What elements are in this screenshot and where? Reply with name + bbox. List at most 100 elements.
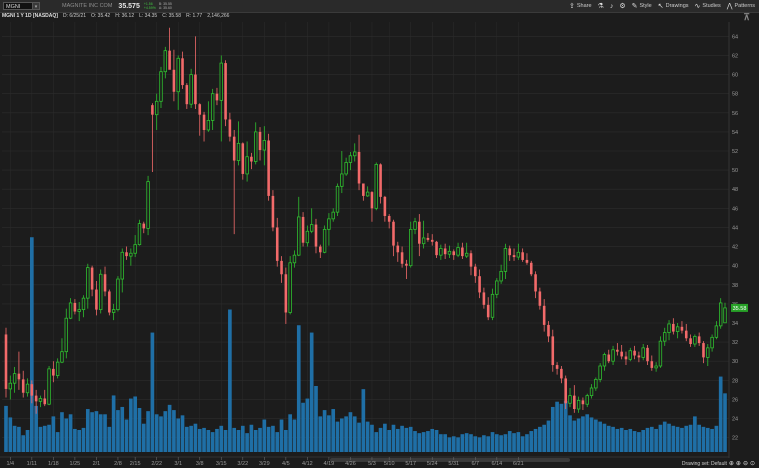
bar-high: H: 36.12 bbox=[115, 13, 135, 19]
x-tick-label: 6/21 bbox=[513, 461, 524, 467]
volume-bar bbox=[172, 410, 176, 452]
volume-bar bbox=[107, 426, 112, 452]
y-tick-label: 44 bbox=[732, 225, 738, 231]
candle bbox=[77, 301, 81, 322]
volume-bar bbox=[21, 435, 26, 452]
candle-body bbox=[129, 252, 133, 257]
candle-body bbox=[12, 373, 17, 384]
horizontal-scrollbar[interactable] bbox=[330, 458, 570, 462]
candle bbox=[172, 49, 176, 102]
share-button[interactable]: ⇪ Share bbox=[569, 2, 592, 10]
volume-bar bbox=[245, 433, 249, 452]
candle bbox=[309, 208, 314, 234]
volume-bar bbox=[305, 398, 310, 452]
candle bbox=[667, 320, 671, 341]
candle-body bbox=[624, 356, 628, 360]
volume-bar bbox=[163, 411, 168, 452]
style-button[interactable]: ✎ Style bbox=[632, 2, 652, 10]
candle-body bbox=[288, 262, 292, 313]
volume-bar bbox=[228, 309, 232, 452]
studies-button[interactable]: ∿ Studies bbox=[695, 2, 721, 10]
volume-bar bbox=[133, 396, 137, 452]
volume-bar bbox=[253, 430, 258, 452]
candle-body bbox=[25, 383, 30, 394]
candle-body bbox=[525, 259, 529, 263]
candle bbox=[297, 196, 301, 257]
volume-bar bbox=[512, 433, 516, 452]
candle bbox=[495, 278, 499, 299]
settings-button[interactable]: ⚙ bbox=[619, 2, 625, 10]
volume-bar bbox=[460, 434, 465, 452]
candle bbox=[340, 151, 344, 194]
x-tick-label: 4/12 bbox=[302, 461, 313, 467]
candle-body bbox=[4, 334, 8, 389]
volume-bar bbox=[654, 428, 658, 452]
candle-body bbox=[142, 223, 146, 229]
candle-body bbox=[430, 239, 434, 242]
candle-body bbox=[236, 142, 241, 161]
volume-bar bbox=[482, 435, 486, 452]
candle bbox=[697, 332, 701, 346]
candle-body bbox=[81, 297, 86, 311]
candle-body bbox=[693, 335, 697, 345]
candle bbox=[250, 152, 253, 170]
volume-bar bbox=[271, 425, 275, 452]
volume-bar bbox=[404, 427, 409, 452]
candle bbox=[176, 55, 180, 110]
zoom-in-icon[interactable]: ⊕ bbox=[735, 461, 741, 467]
candle bbox=[641, 344, 645, 361]
symbol-dropdown-icon[interactable]: ▾ bbox=[33, 2, 40, 10]
volume-bar bbox=[314, 386, 318, 452]
symbol-input[interactable]: MGNI bbox=[3, 2, 33, 10]
candle bbox=[292, 250, 297, 268]
zoom-reset-icon[interactable]: ⊙ bbox=[749, 461, 755, 467]
candle bbox=[228, 112, 232, 142]
candle bbox=[396, 241, 400, 262]
candle-body bbox=[400, 252, 404, 264]
candle-body bbox=[464, 252, 469, 257]
crosshair-icon[interactable]: ⊕ bbox=[728, 461, 734, 467]
volume-bar bbox=[279, 419, 284, 452]
candle-body bbox=[538, 291, 542, 306]
candle-body bbox=[551, 336, 555, 366]
volume-bar bbox=[301, 402, 305, 452]
volume-bar bbox=[619, 427, 624, 452]
candle bbox=[400, 246, 404, 268]
flask-button[interactable]: ⚗ bbox=[598, 2, 604, 10]
candle-body bbox=[297, 216, 301, 256]
candle-body bbox=[633, 350, 636, 356]
candle bbox=[620, 344, 623, 360]
candle-body bbox=[383, 196, 387, 216]
volume-bar bbox=[641, 430, 646, 452]
y-tick-label: 48 bbox=[732, 187, 738, 193]
x-axis: 1/4 1/11 1/18 1/25 2/1 2/8 2/15 2/22 3/1 3/8 3/15 3… bbox=[0, 456, 729, 467]
candle-body bbox=[684, 330, 688, 339]
volume-bar bbox=[232, 427, 237, 452]
candle bbox=[68, 298, 73, 320]
candle bbox=[142, 221, 146, 234]
candle-body bbox=[17, 373, 21, 380]
candle-body bbox=[159, 71, 163, 102]
drawings-button[interactable]: ↖ Drawings bbox=[658, 2, 689, 10]
candle-body bbox=[43, 398, 47, 405]
alert-button[interactable]: ♪ bbox=[610, 3, 614, 10]
expand-icon[interactable]: ⊼ bbox=[743, 12, 750, 22]
zoom-out-icon[interactable]: ⊖ bbox=[742, 461, 748, 467]
candle-body bbox=[319, 246, 322, 253]
candle-body bbox=[658, 340, 663, 367]
y-tick-label: 40 bbox=[732, 264, 738, 270]
volume-bar bbox=[550, 406, 555, 452]
candle-body bbox=[589, 387, 594, 397]
candle-body bbox=[710, 336, 714, 349]
candle-body bbox=[542, 305, 546, 325]
candle bbox=[719, 298, 723, 329]
candle-body bbox=[585, 395, 589, 405]
candle bbox=[305, 225, 310, 247]
candle bbox=[301, 212, 305, 247]
candle bbox=[564, 375, 567, 409]
patterns-button[interactable]: ⋀ Patterns bbox=[727, 2, 755, 10]
volume-bar bbox=[391, 424, 396, 452]
candle bbox=[409, 221, 413, 268]
